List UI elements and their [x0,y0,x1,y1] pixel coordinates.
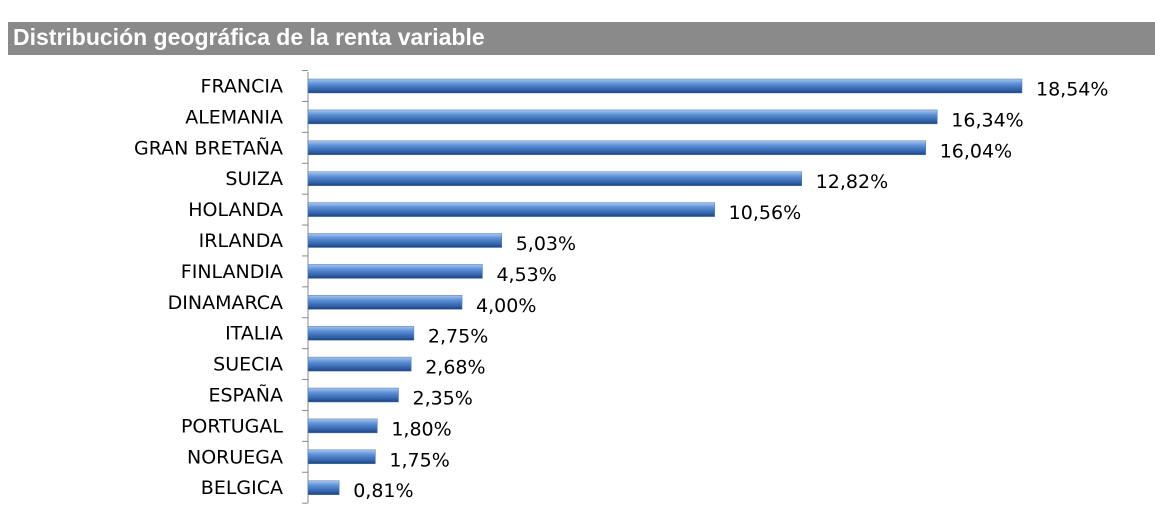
value-label: 2,75% [428,326,488,348]
category-label: NORUEGA [187,446,283,468]
chart-title: Distribución geográfica de la renta vari… [13,24,485,50]
title-band [8,22,1155,55]
value-label: 1,80% [391,418,451,440]
category-label: FRANCIA [201,76,283,98]
value-label: 10,56% [729,202,801,224]
category-label: FINLANDIA [181,261,283,283]
category-label: GRAN BRETAÑA [134,136,283,159]
value-label: 12,82% [816,171,888,193]
value-label: 2,68% [425,357,485,379]
category-label: HOLANDA [188,199,283,221]
bar [307,233,502,248]
bar [307,418,378,434]
value-label: 4,53% [496,264,556,286]
value-label: 5,03% [516,233,576,255]
category-label: PORTUGAL [181,415,283,437]
bar [307,480,340,495]
category-label: IRLANDA [199,230,283,252]
bar [307,295,463,310]
category-label: SUIZA [225,168,283,190]
bar [307,171,802,186]
category-label: ESPAÑA [208,384,283,407]
bar [307,325,415,341]
value-label: 4,00% [476,295,536,317]
bar [307,109,938,125]
category-label: ALEMANIA [185,106,283,128]
bar [307,449,376,465]
value-label: 16,04% [940,140,1012,162]
bar [307,387,399,403]
category-label: ITALIA [225,323,283,345]
bar [307,264,483,279]
value-label: 2,35% [413,388,473,410]
value-label: 0,81% [353,480,413,502]
bar [307,140,926,156]
bar [307,202,715,217]
value-label: 18,54% [1036,79,1108,101]
category-label: DINAMARCA [168,292,283,314]
category-label: BELGICA [201,477,283,499]
bar [307,78,1023,94]
value-label: 1,75% [389,449,449,471]
category-label: SUECIA [213,354,283,376]
bar [307,356,412,372]
value-label: 16,34% [951,109,1023,131]
